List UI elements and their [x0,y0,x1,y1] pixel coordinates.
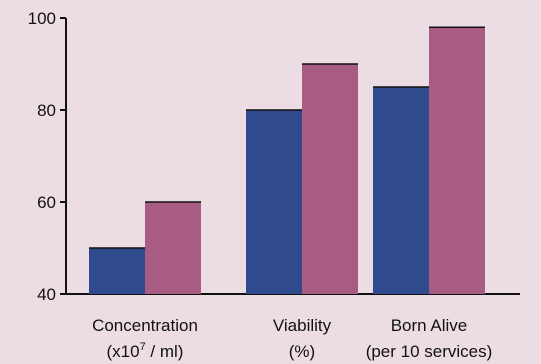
y-tick-label: 100 [28,9,56,28]
category-label: Born Alive [391,316,468,335]
bars [89,26,485,294]
category-label: Viability [273,316,332,335]
x-axis-labels: Concentration (x107 / ml) Viability (%) Born… [92,316,492,361]
category-sublabel: (%) [289,342,315,361]
y-tick-label: 60 [37,193,56,212]
category-sublabel: (x107 / ml) [107,341,184,361]
category-label: Concentration [92,316,198,335]
bar-blue-0 [89,248,145,294]
bar-pink-2 [429,27,485,294]
bar-pink-0 [145,202,201,294]
y-tick-label: 80 [37,101,56,120]
bar-pink-1 [302,64,358,294]
bar-blue-1 [246,110,302,294]
y-tick-label: 40 [37,285,56,304]
bar-blue-2 [373,87,429,294]
category-sublabel: (per 10 services) [366,342,493,361]
